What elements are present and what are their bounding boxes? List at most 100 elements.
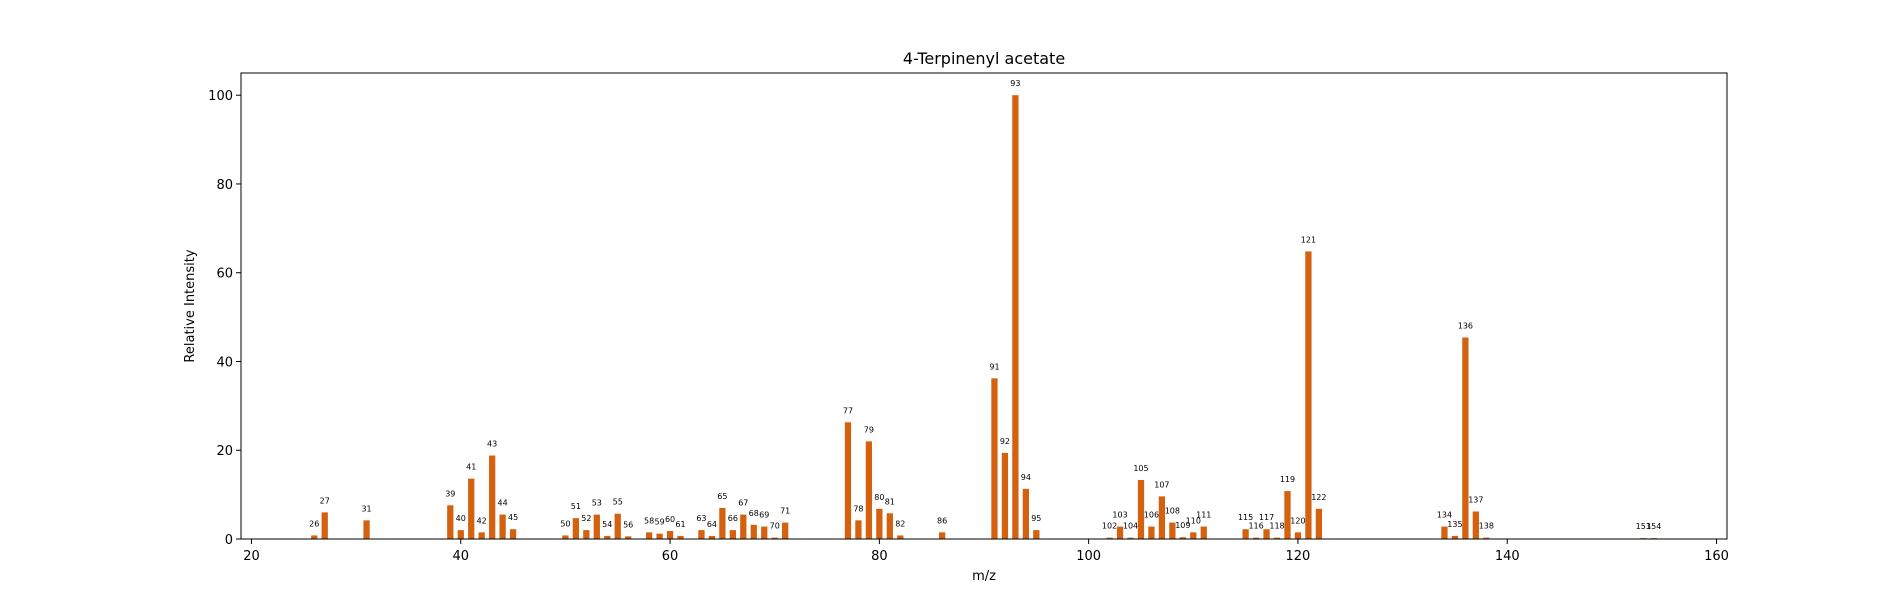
bar-mz-39 xyxy=(447,505,454,539)
bar-mz-93 xyxy=(1012,95,1019,539)
bar-mz-63 xyxy=(698,530,705,539)
data-label-mz-153: 153 xyxy=(1636,522,1651,531)
bar-mz-111 xyxy=(1200,526,1207,539)
data-label-mz-61: 61 xyxy=(675,520,685,529)
bar-mz-105 xyxy=(1137,479,1145,539)
data-label-mz-77: 77 xyxy=(843,406,853,415)
data-label-mz-154: 154 xyxy=(1646,522,1661,531)
bar-mz-122 xyxy=(1315,508,1323,539)
data-label-mz-50: 50 xyxy=(560,519,570,528)
data-label-mz-106: 106 xyxy=(1144,511,1159,520)
data-label-mz-54: 54 xyxy=(602,520,612,529)
data-label-mz-82: 82 xyxy=(895,519,905,528)
data-label-mz-66: 66 xyxy=(728,514,738,523)
data-label-mz-135: 135 xyxy=(1447,520,1462,529)
data-label-mz-117: 117 xyxy=(1259,513,1274,522)
bar-mz-106 xyxy=(1148,526,1155,539)
bar-mz-121 xyxy=(1305,251,1312,539)
bar-mz-116 xyxy=(1252,537,1260,539)
bar-mz-40 xyxy=(457,530,464,539)
data-label-mz-93: 93 xyxy=(1010,79,1020,88)
data-label-mz-41: 41 xyxy=(466,463,476,472)
bar-mz-78 xyxy=(855,520,862,539)
data-label-mz-107: 107 xyxy=(1154,480,1169,489)
data-label-mz-60: 60 xyxy=(665,515,675,524)
y-tick-label: 60 xyxy=(216,267,233,282)
bar-mz-52 xyxy=(583,530,590,539)
bar-mz-56 xyxy=(625,536,632,539)
data-label-mz-86: 86 xyxy=(937,516,947,525)
bar-mz-42 xyxy=(478,532,485,539)
data-label-mz-59: 59 xyxy=(654,518,664,527)
bar-mz-115 xyxy=(1242,529,1249,539)
chart-title: 4-Terpinenyl acetate xyxy=(903,49,1065,68)
bar-mz-102 xyxy=(1106,537,1113,539)
data-label-mz-78: 78 xyxy=(853,504,863,513)
bar-mz-92 xyxy=(1001,452,1009,539)
data-label-mz-109: 109 xyxy=(1175,521,1190,530)
bar-mz-26 xyxy=(311,535,318,539)
plot-frame xyxy=(240,72,1728,540)
data-label-mz-105: 105 xyxy=(1133,464,1148,473)
data-label-mz-115: 115 xyxy=(1238,513,1253,522)
y-tick-label: 20 xyxy=(216,444,233,459)
data-label-mz-45: 45 xyxy=(508,513,518,522)
data-label-mz-95: 95 xyxy=(1031,514,1041,523)
bar-mz-135 xyxy=(1451,535,1459,539)
data-label-mz-92: 92 xyxy=(1000,437,1010,446)
bar-mz-65 xyxy=(719,507,726,539)
bar-mz-136 xyxy=(1462,337,1469,539)
bar-mz-69 xyxy=(761,526,768,539)
x-tick-label: 140 xyxy=(1495,549,1520,564)
y-axis: 0 20 40 60 80 100 xyxy=(208,89,241,548)
bar-mz-119 xyxy=(1284,491,1291,539)
bar-mz-108 xyxy=(1169,522,1176,539)
data-label-mz-42: 42 xyxy=(477,516,487,525)
bar-mz-138 xyxy=(1483,537,1490,539)
data-label-mz-80: 80 xyxy=(874,493,884,502)
data-label-mz-26: 26 xyxy=(309,519,319,528)
bar-mz-80 xyxy=(876,508,883,539)
bar-mz-94 xyxy=(1022,488,1029,539)
data-label-mz-137: 137 xyxy=(1468,495,1483,504)
bar-mz-118 xyxy=(1273,537,1281,539)
data-label-mz-119: 119 xyxy=(1280,475,1295,484)
bar-mz-50 xyxy=(562,535,569,539)
bar-mz-134 xyxy=(1441,526,1448,539)
y-tick-label: 100 xyxy=(208,89,233,104)
data-label-mz-116: 116 xyxy=(1248,522,1263,531)
bar-mz-45 xyxy=(509,529,517,539)
data-label-mz-43: 43 xyxy=(487,440,497,449)
bar-mz-44 xyxy=(499,514,506,539)
bar-mz-120 xyxy=(1294,532,1302,539)
x-axis: 20 40 60 80 100 120 140 160 xyxy=(243,539,1729,564)
x-tick-label: 40 xyxy=(452,549,469,564)
data-label-mz-56: 56 xyxy=(623,520,633,529)
bar-mz-79 xyxy=(865,441,873,539)
data-label-mz-55: 55 xyxy=(613,498,623,507)
y-axis-label: Relative Intensity xyxy=(183,249,198,362)
data-label-mz-79: 79 xyxy=(864,425,874,434)
data-label-mz-65: 65 xyxy=(717,492,727,501)
data-label-mz-122: 122 xyxy=(1311,493,1326,502)
bar-mz-54 xyxy=(604,535,611,539)
data-label-mz-81: 81 xyxy=(885,497,895,506)
data-label-mz-39: 39 xyxy=(445,489,455,498)
bar-mz-67 xyxy=(740,514,747,539)
bar-mz-117 xyxy=(1263,529,1270,539)
bar-mz-86 xyxy=(939,532,946,539)
data-label-mz-52: 52 xyxy=(581,514,591,523)
bar-mz-110 xyxy=(1190,532,1197,539)
data-label-mz-94: 94 xyxy=(1021,473,1031,482)
data-label-mz-120: 120 xyxy=(1290,516,1305,525)
bar-mz-103 xyxy=(1116,526,1124,539)
bar-mz-61 xyxy=(677,535,684,539)
bar-mz-91 xyxy=(991,378,998,539)
bar-mz-77 xyxy=(844,422,852,539)
x-axis-label: m/z xyxy=(972,569,996,584)
data-label-mz-53: 53 xyxy=(592,499,602,508)
data-label-mz-68: 68 xyxy=(749,509,759,518)
data-label-mz-40: 40 xyxy=(456,514,466,523)
data-label-mz-104: 104 xyxy=(1123,522,1138,531)
bar-mz-68 xyxy=(750,524,757,539)
